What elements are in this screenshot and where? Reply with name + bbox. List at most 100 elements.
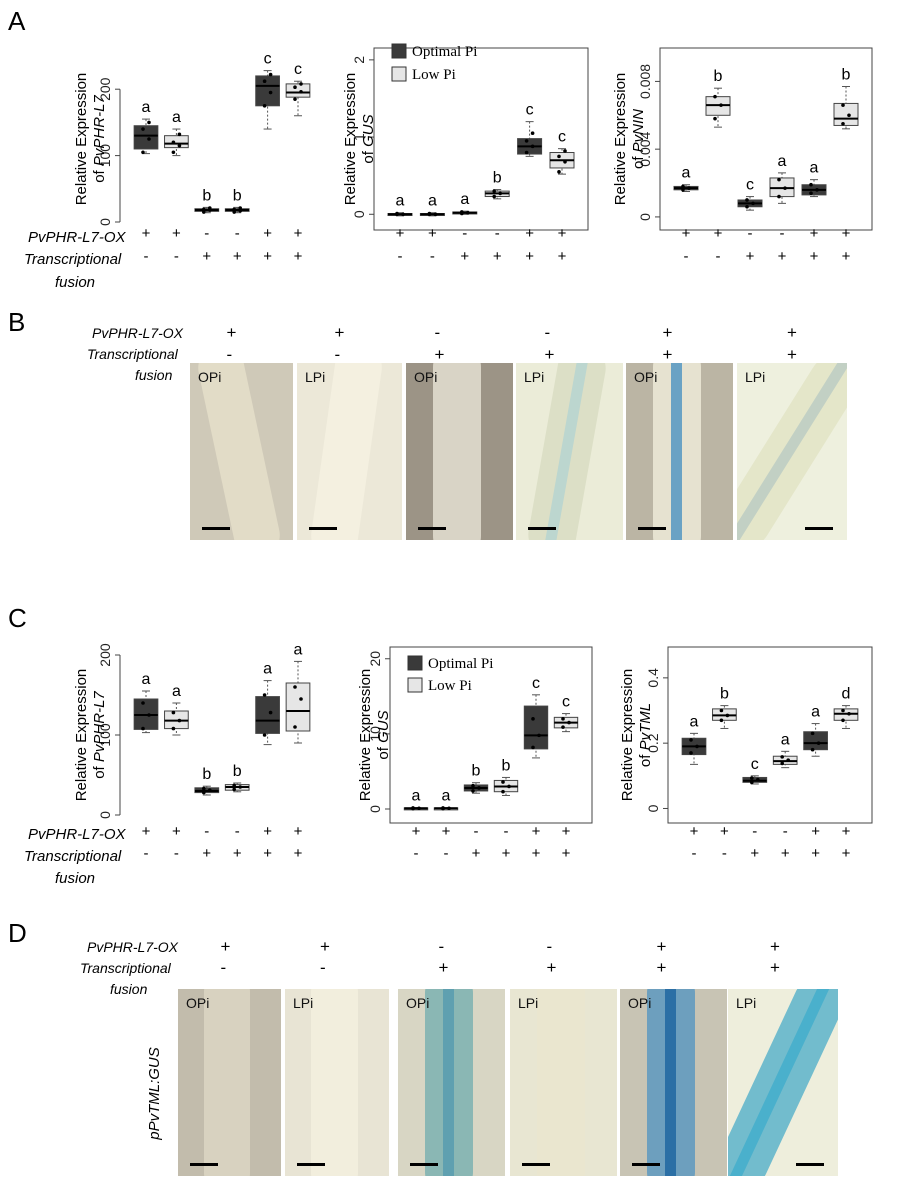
- ox-sign: -: [434, 323, 441, 342]
- fusion-sign: +: [656, 958, 667, 977]
- y-axis-label: Relative Expressionof GUS: [342, 73, 377, 206]
- panel-letter-b: B: [8, 307, 26, 337]
- data-point: [262, 79, 267, 84]
- box-2: a + -: [433, 787, 459, 862]
- box-5: a + +: [801, 160, 827, 265]
- legend-label-optimal: Optimal Pi: [428, 656, 493, 672]
- data-point: [492, 189, 497, 193]
- box-6: a + +: [285, 641, 311, 862]
- ox-sign: +: [525, 225, 534, 242]
- y-tick-label: 0: [351, 210, 367, 218]
- box-4: b - +: [224, 187, 250, 265]
- box-6: c + +: [549, 129, 575, 265]
- data-point: [816, 741, 821, 745]
- significance-letter: c: [526, 102, 534, 119]
- significance-letter: d: [842, 686, 851, 703]
- fusion-sign: +: [233, 248, 242, 265]
- box-1: a + -: [673, 165, 699, 265]
- data-point: [427, 211, 432, 216]
- data-point: [561, 717, 565, 721]
- data-point: [208, 788, 212, 792]
- box-5: c + +: [517, 102, 543, 265]
- root-tissue: [536, 989, 585, 1176]
- ox-sign: -: [546, 937, 553, 956]
- box-body: [285, 682, 311, 732]
- significance-letter: c: [294, 61, 302, 78]
- data-point: [681, 188, 685, 192]
- data-point: [147, 120, 151, 125]
- panel-d-side-label: pPvTML:GUS: [145, 1047, 163, 1140]
- box-body: [164, 135, 189, 149]
- data-point: [531, 745, 535, 750]
- ox-sign: -: [748, 225, 753, 242]
- data-point: [713, 94, 717, 99]
- significance-letter: a: [690, 713, 699, 730]
- ox-sign: +: [294, 225, 303, 242]
- ox-sign: -: [474, 823, 479, 840]
- box-2: a + -: [164, 683, 189, 862]
- ox-sign: -: [204, 225, 209, 242]
- fusion-sign: -: [144, 248, 149, 265]
- legend: Optimal Pi Low Pi: [407, 655, 493, 694]
- ox-sign: +: [810, 225, 819, 242]
- data-point: [147, 713, 151, 717]
- panel-c-fusion-label-1: Transcriptional: [24, 848, 122, 865]
- ox-sign: +: [558, 225, 567, 242]
- significance-letter: b: [502, 757, 511, 774]
- box-3: a - +: [452, 191, 478, 265]
- y-tick-label: 0.004: [637, 131, 653, 166]
- significance-letter: a: [810, 160, 819, 177]
- ox-sign: +: [412, 823, 421, 840]
- data-point: [171, 710, 176, 715]
- fusion-sign: +: [438, 958, 449, 977]
- fusion-sign: +: [434, 345, 445, 364]
- ox-sign: +: [396, 225, 405, 242]
- ox-sign: -: [438, 937, 445, 956]
- y-axis-label: Relative Expressionof PvPHR-L7: [73, 669, 108, 802]
- box-2: a + -: [164, 109, 189, 265]
- box-body: [255, 75, 280, 107]
- ox-sign: +: [787, 323, 797, 342]
- ox-sign: +: [220, 937, 231, 956]
- ox-sign: +: [656, 937, 667, 956]
- panel-b-fusion-label-1: Transcriptional: [87, 346, 178, 362]
- data-point: [471, 783, 475, 788]
- root-tissue: [193, 363, 285, 540]
- box-2: a + -: [419, 193, 445, 265]
- ox-sign: +: [142, 823, 151, 840]
- ox-sign: +: [682, 225, 691, 242]
- panel-a-fusion-label-1: Transcriptional: [24, 251, 122, 268]
- scale-bar: [202, 527, 230, 530]
- photo-condition-label: LPi: [524, 369, 545, 385]
- chart-a-2: 0 1 2 Relative Expressionof GUS a + - a + - a - + b - +…: [342, 43, 589, 265]
- data-point: [719, 718, 724, 723]
- fusion-sign: -: [174, 248, 179, 265]
- root-photo-1: OPi: [190, 363, 293, 540]
- ox-sign: +: [172, 225, 181, 242]
- fusion-sign: +: [842, 248, 851, 265]
- y-axis-label: Relative Expressionof GUS: [357, 669, 392, 802]
- photo-condition-label: LPi: [518, 995, 539, 1011]
- y-tick-label: 0.008: [637, 64, 653, 99]
- fusion-sign: -: [144, 845, 149, 862]
- ox-sign: +: [428, 225, 437, 242]
- ox-sign: -: [495, 225, 500, 242]
- data-point: [293, 97, 297, 101]
- data-point: [460, 210, 464, 214]
- ox-sign: +: [320, 937, 330, 956]
- fusion-sign: +: [746, 248, 755, 265]
- data-point: [524, 150, 529, 155]
- box-4: b - +: [493, 757, 519, 862]
- significance-letter: a: [396, 193, 405, 210]
- fusion-sign: +: [294, 248, 303, 265]
- box-3: b - +: [194, 766, 220, 862]
- box-3: b - +: [194, 187, 220, 265]
- box-body: [255, 696, 280, 734]
- data-point: [208, 206, 212, 210]
- y-tick-label: 100: [97, 144, 113, 168]
- y-tick-label: 2: [351, 56, 367, 64]
- fusion-sign: +: [294, 845, 303, 862]
- photo-condition-label: LPi: [745, 369, 766, 385]
- data-point: [847, 113, 851, 118]
